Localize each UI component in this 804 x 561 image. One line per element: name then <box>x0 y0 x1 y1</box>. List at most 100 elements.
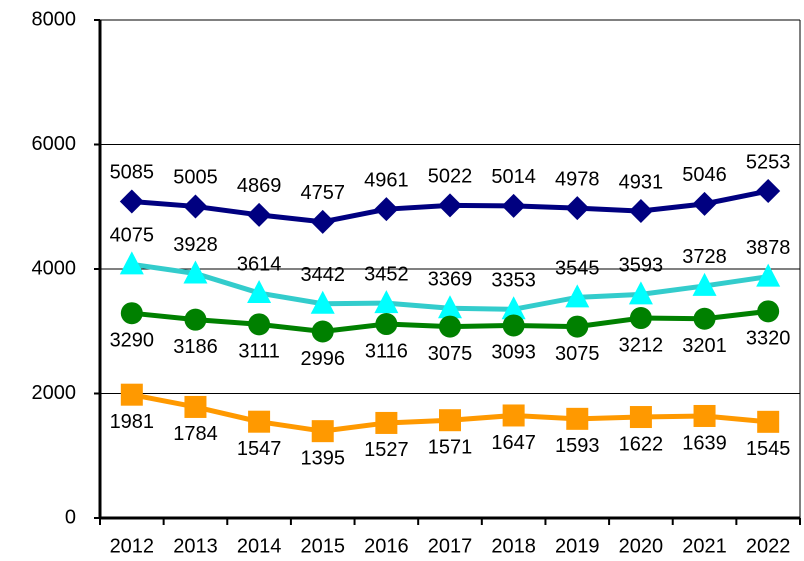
data-label: 1547 <box>237 438 282 460</box>
x-tick-label: 2022 <box>746 535 791 557</box>
marker <box>502 404 525 427</box>
data-label: 3290 <box>110 329 155 351</box>
marker <box>501 296 526 320</box>
marker <box>248 313 271 336</box>
marker <box>629 406 652 429</box>
data-label: 5014 <box>491 166 536 188</box>
marker <box>692 272 717 296</box>
marker <box>438 295 462 319</box>
data-label: 3928 <box>173 234 218 256</box>
data-label: 5022 <box>428 166 473 188</box>
marker <box>502 314 525 337</box>
marker <box>756 179 781 204</box>
data-label: 3201 <box>682 335 727 357</box>
marker <box>183 260 208 284</box>
marker <box>566 407 589 430</box>
marker <box>565 196 590 221</box>
data-label: 3212 <box>619 334 664 356</box>
data-label: 5005 <box>173 167 218 189</box>
data-label: 5085 <box>110 162 155 184</box>
y-tick-label: 2000 <box>32 382 77 404</box>
marker <box>439 315 461 338</box>
marker <box>120 383 143 406</box>
marker <box>311 320 334 343</box>
data-label: 3075 <box>428 343 473 365</box>
x-tick-label: 2020 <box>619 535 664 557</box>
data-label: 2996 <box>300 348 345 370</box>
data-label: 5253 <box>746 151 791 173</box>
x-tick-label: 2012 <box>110 535 155 557</box>
data-label: 4978 <box>555 168 600 190</box>
marker <box>310 290 335 314</box>
data-label: 5046 <box>682 164 727 186</box>
marker <box>629 307 652 330</box>
data-label: 3442 <box>300 264 345 286</box>
data-label: 3093 <box>491 342 536 364</box>
data-label: 4869 <box>237 175 282 197</box>
marker <box>120 302 143 325</box>
data-label: 3353 <box>491 270 536 292</box>
marker <box>247 280 272 304</box>
marker <box>184 395 207 418</box>
marker <box>628 281 653 305</box>
x-tick-label: 2014 <box>237 535 282 557</box>
data-label: 4757 <box>300 182 345 204</box>
x-tick-label: 2016 <box>364 535 409 557</box>
data-label: 1647 <box>491 432 536 454</box>
marker <box>692 191 717 216</box>
data-label: 1981 <box>110 411 155 433</box>
data-label: 4931 <box>619 171 664 193</box>
y-tick-label: 4000 <box>32 257 77 279</box>
marker <box>565 284 590 308</box>
marker <box>693 307 716 330</box>
data-label: 1639 <box>682 432 727 454</box>
marker <box>375 313 398 336</box>
data-label: 1593 <box>555 435 600 457</box>
data-label: 3111 <box>238 341 280 363</box>
data-label: 1545 <box>746 438 791 460</box>
x-tick-label: 2021 <box>682 535 727 557</box>
data-label: 3728 <box>682 246 727 268</box>
y-tick-label: 0 <box>65 506 76 528</box>
marker <box>693 404 716 427</box>
data-label: 1784 <box>173 423 218 445</box>
marker <box>438 193 462 218</box>
x-tick-label: 2018 <box>491 535 536 557</box>
marker <box>375 411 398 434</box>
marker <box>501 193 526 218</box>
x-tick-label: 2017 <box>428 535 473 557</box>
marker <box>310 209 335 234</box>
data-label: 4961 <box>364 169 409 191</box>
data-label: 4075 <box>110 225 155 247</box>
marker <box>247 202 272 227</box>
marker <box>374 197 399 222</box>
marker <box>119 189 144 214</box>
data-label: 3614 <box>237 253 282 275</box>
marker <box>566 315 589 338</box>
marker <box>119 251 144 275</box>
data-label: 3545 <box>555 258 600 280</box>
data-label: 3075 <box>555 343 600 365</box>
x-tick-label: 2015 <box>300 535 345 557</box>
data-label: 3320 <box>746 328 791 350</box>
data-label: 3116 <box>365 340 408 362</box>
y-tick-label: 6000 <box>32 133 77 155</box>
marker <box>374 290 399 314</box>
x-tick-label: 2019 <box>555 535 600 557</box>
marker <box>248 410 271 433</box>
data-label: 3452 <box>364 263 409 285</box>
data-label: 3186 <box>173 336 218 358</box>
data-label: 1622 <box>619 433 664 455</box>
x-tick-label: 2013 <box>173 535 218 557</box>
data-label: 1571 <box>428 436 473 458</box>
data-label: 1395 <box>300 447 345 469</box>
data-label: 3878 <box>746 237 791 259</box>
marker <box>757 300 780 323</box>
marker <box>311 420 334 443</box>
marker <box>757 410 780 433</box>
marker <box>439 409 461 432</box>
data-label: 3593 <box>619 255 664 277</box>
marker <box>756 263 781 287</box>
marker <box>184 308 207 331</box>
